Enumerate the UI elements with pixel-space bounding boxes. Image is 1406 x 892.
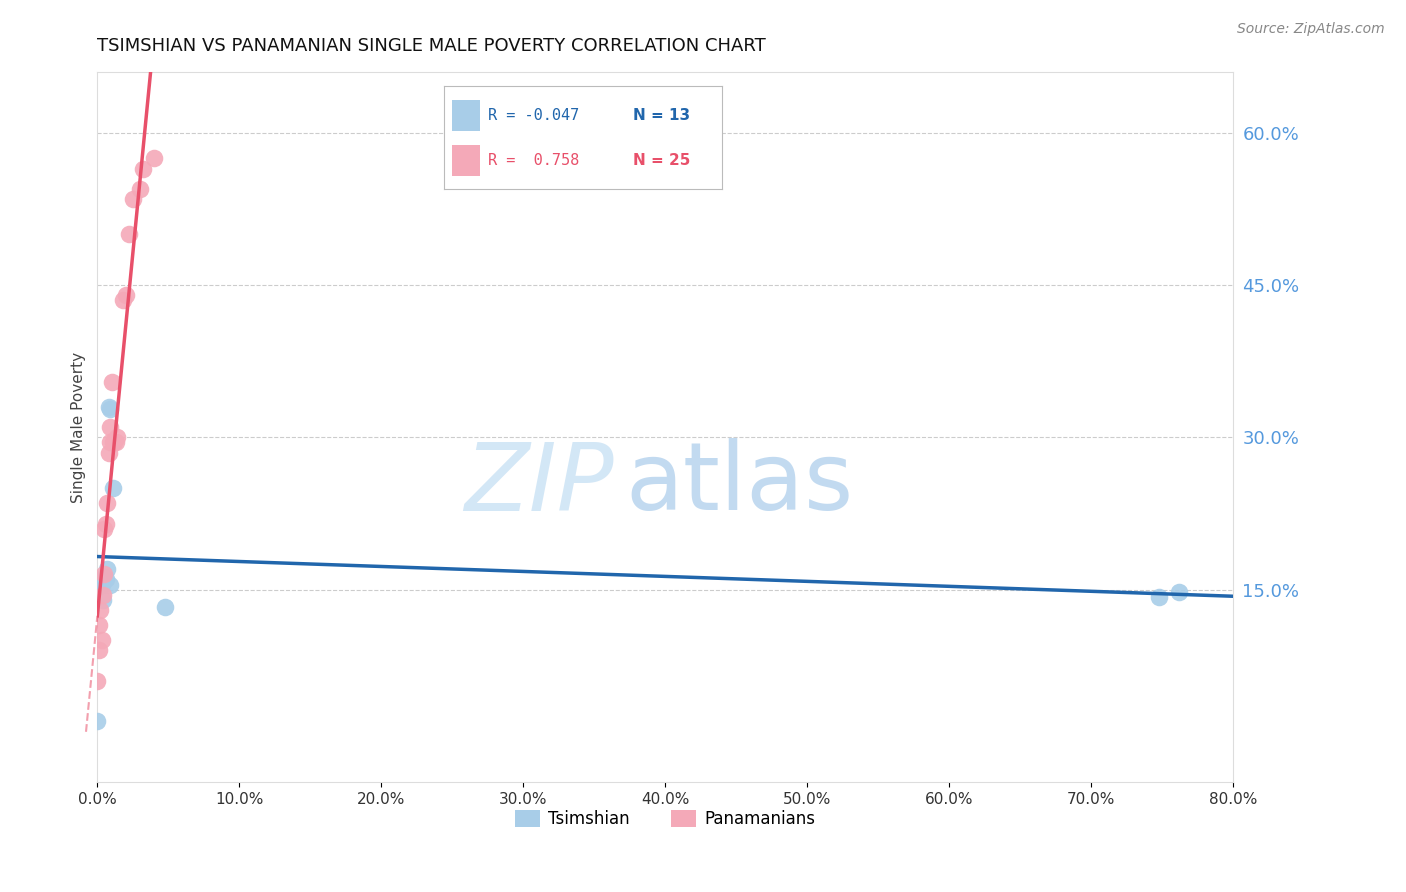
Point (143, 152, 166, 166)
Text: Source: ZipAtlas.com: Source: ZipAtlas.com (1237, 22, 1385, 37)
Point (98, 577, 121, 591)
Point (96, 496, 118, 510)
Point (103, 435, 125, 450)
Point (114, 288, 136, 302)
Point (93, 522, 115, 536)
Point (90, 633, 112, 648)
Point (94, 573, 117, 587)
Point (93, 567, 115, 582)
Point (91, 588, 114, 602)
Point (91, 592, 114, 607)
Point (105, 430, 128, 444)
Point (101, 481, 124, 495)
Text: TSIMSHIAN VS PANAMANIAN SINGLE MALE POVERTY CORRELATION CHART: TSIMSHIAN VS PANAMANIAN SINGLE MALE POVE… (97, 37, 766, 55)
Y-axis label: Single Male Poverty: Single Male Poverty (72, 351, 86, 503)
Point (87, 618, 110, 632)
Point (97, 445, 120, 459)
Point (104, 435, 127, 450)
Point (111, 293, 134, 308)
Legend: Tsimshian, Panamanians: Tsimshian, Panamanians (508, 803, 823, 834)
Point (98, 420, 121, 434)
Point (87, 643, 110, 657)
Point (93, 570, 115, 584)
Point (132, 161, 155, 176)
Point (86, 714, 108, 729)
Point (121, 192, 143, 206)
Point (89, 603, 111, 617)
Point (129, 182, 152, 196)
Point (101, 435, 124, 450)
Point (100, 375, 122, 389)
Point (86, 673, 108, 688)
Point (94, 516, 117, 531)
Point (98, 435, 121, 450)
Point (90, 577, 112, 591)
Point (117, 227, 139, 242)
Point (98, 401, 121, 416)
Point (155, 599, 177, 614)
Point (1147, 590, 1170, 604)
Text: atlas: atlas (626, 438, 853, 530)
Text: ZIP: ZIP (464, 439, 614, 530)
Point (1167, 584, 1189, 599)
Point (97, 400, 120, 414)
Point (96, 562, 118, 576)
